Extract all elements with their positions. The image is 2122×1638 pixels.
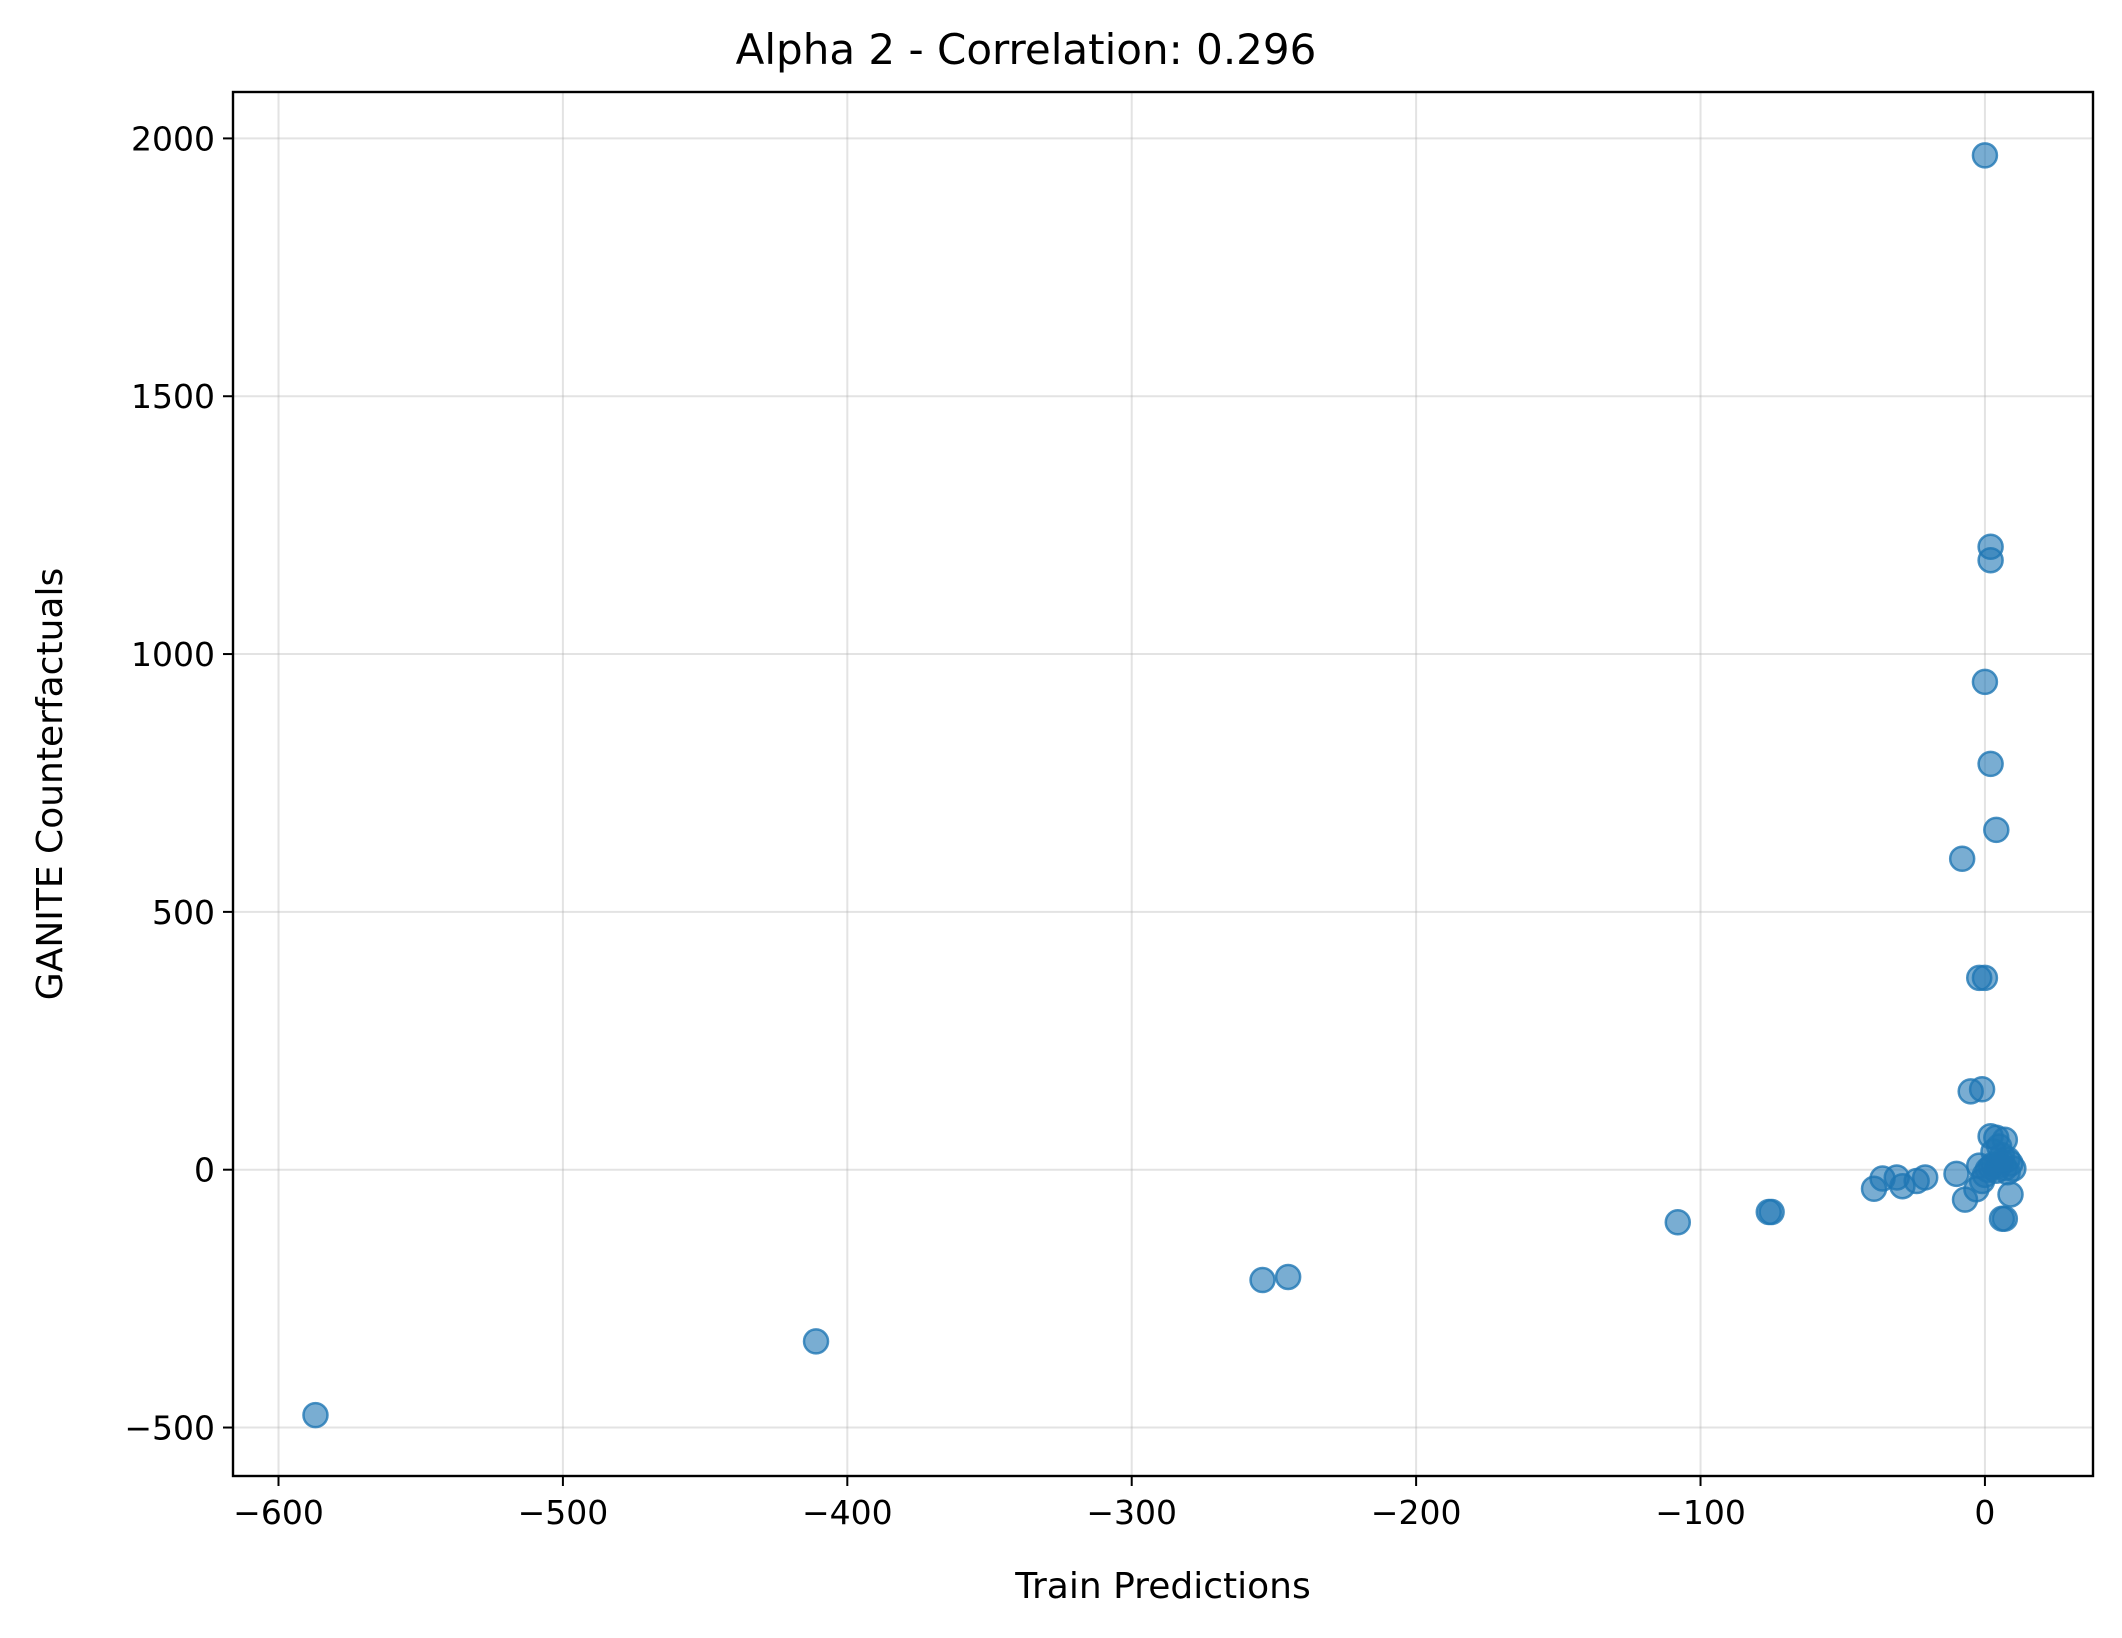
data-point bbox=[1943, 1160, 1970, 1188]
grid bbox=[233, 92, 2093, 1476]
data-point bbox=[1971, 964, 1999, 992]
data-point bbox=[1977, 750, 2004, 778]
y-tick-label: 2000 bbox=[131, 119, 215, 158]
y-tick-label: 0 bbox=[194, 1151, 215, 1190]
data-point bbox=[1758, 1198, 1785, 1226]
x-tick-label: −300 bbox=[1086, 1493, 1177, 1532]
x-tick-label: 0 bbox=[1974, 1493, 1995, 1532]
x-tick-label: −200 bbox=[1371, 1493, 1462, 1532]
plot-frame bbox=[231, 90, 2095, 1478]
data-point bbox=[1977, 546, 2004, 574]
data-point bbox=[1664, 1209, 1692, 1236]
data-point bbox=[1911, 1164, 1939, 1191]
data-point bbox=[1971, 1161, 1999, 1189]
x-tick-label: −500 bbox=[518, 1493, 609, 1532]
data-point bbox=[1274, 1263, 1302, 1291]
data-point bbox=[1971, 668, 1999, 696]
y-tick-label: 1000 bbox=[131, 635, 215, 674]
axis-ticks: −600 −500 −400 −300 −200 −100 0 −500 0 500 1000 150… bbox=[124, 119, 1995, 1532]
data-point bbox=[1948, 845, 1976, 873]
data-points bbox=[302, 142, 2027, 1429]
y-tick-label: 500 bbox=[152, 893, 215, 932]
y-tick-label: 1500 bbox=[131, 377, 215, 416]
x-tick-label: −400 bbox=[802, 1493, 893, 1532]
data-point bbox=[802, 1328, 830, 1355]
data-point bbox=[1968, 1076, 1996, 1103]
data-point bbox=[1983, 816, 2010, 844]
y-axis-label: GANITE Counterfactuals bbox=[30, 568, 71, 1000]
chart-title: Alpha 2 - Correlation: 0.296 bbox=[736, 25, 1317, 74]
x-tick-label: −100 bbox=[1655, 1493, 1746, 1532]
x-tick-label: −600 bbox=[233, 1493, 324, 1532]
data-point bbox=[1997, 1181, 2024, 1208]
x-axis-label: Train Predictions bbox=[1014, 1566, 1310, 1607]
data-point bbox=[1991, 1205, 2019, 1232]
y-tick-label: −500 bbox=[124, 1409, 215, 1448]
data-point bbox=[1971, 142, 1999, 169]
data-point bbox=[1249, 1266, 1276, 1294]
data-point bbox=[302, 1401, 329, 1429]
